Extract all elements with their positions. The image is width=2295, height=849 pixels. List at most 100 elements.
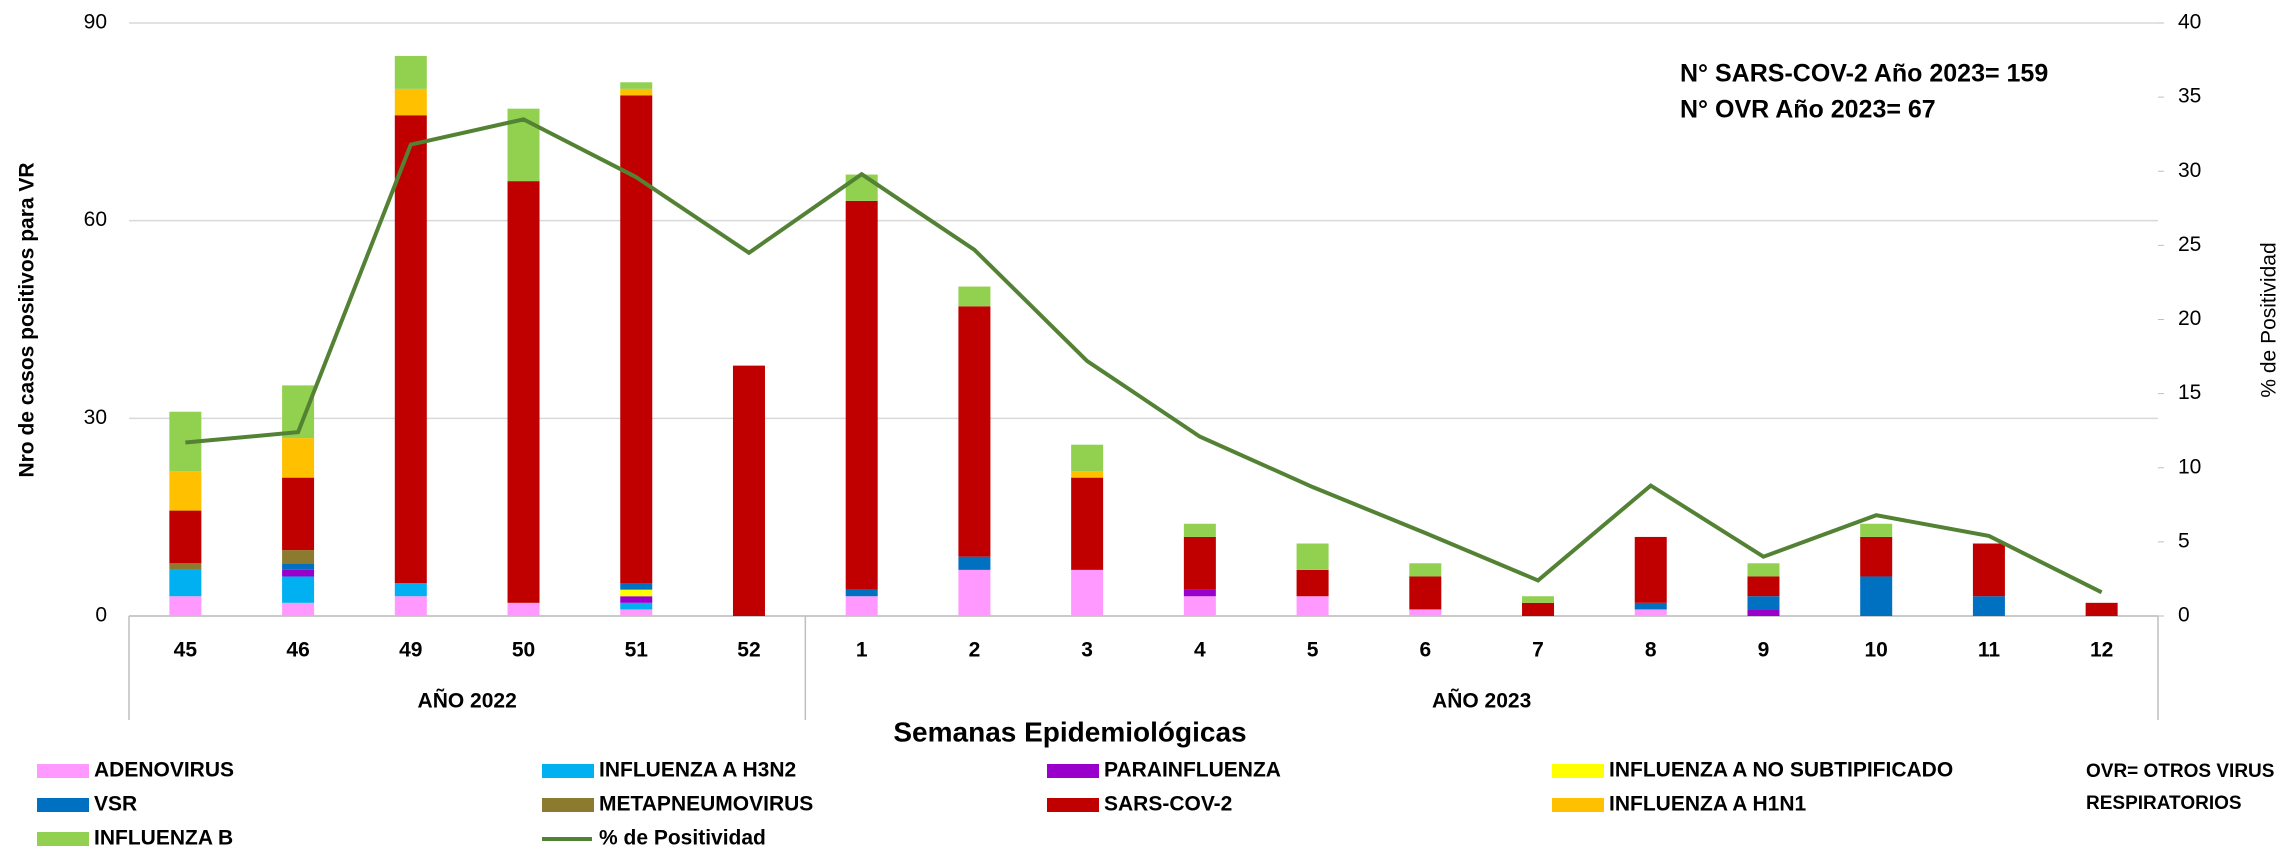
bar-segment <box>1522 602 1555 616</box>
legend-label: METAPNEUMOVIRUS <box>599 793 813 816</box>
x-tick-label: 2 <box>969 639 981 662</box>
bar-segment <box>1183 589 1216 597</box>
bar-segment <box>1409 609 1442 616</box>
legend-label: INFLUENZA A H3N2 <box>599 759 796 782</box>
y2-tick-label: 15 <box>2178 381 2201 404</box>
bar-segment <box>620 95 653 584</box>
legend-label: INFLUENZA A NO SUBTIPIFICADO <box>1609 759 1953 782</box>
x-tick-label: 9 <box>1758 639 1770 662</box>
bar-segment <box>620 583 653 590</box>
bar-segment <box>1296 543 1329 570</box>
bar-segment <box>1409 563 1442 577</box>
legend-swatch <box>37 798 89 812</box>
annotation: N° SARS-COV-2 Año 2023= 159 <box>1680 60 2048 88</box>
group-label: AÑO 2022 <box>418 690 517 713</box>
bar-segment <box>282 569 315 577</box>
bar-segment <box>620 609 653 616</box>
bar-segment <box>394 115 427 584</box>
bar-segment <box>282 477 315 551</box>
bar-segment <box>1634 609 1667 616</box>
legend-label: ADENOVIRUS <box>94 759 234 782</box>
bar-segment <box>282 563 315 570</box>
y-axis-title: Nro de casos positivos para VR <box>16 162 39 477</box>
x-tick-label: 1 <box>856 639 868 662</box>
bar-segment <box>1071 444 1104 472</box>
bar-segment <box>169 596 202 616</box>
legend-swatch <box>37 832 89 846</box>
x-tick-label: 4 <box>1194 639 1206 662</box>
bar-segment <box>1409 576 1442 610</box>
bar-segment <box>620 82 653 89</box>
legend-label: INFLUENZA B <box>94 827 233 849</box>
note: OVR= OTROS VIRUS RESPIRATORIOS <box>2086 761 2275 814</box>
bar-segment <box>282 602 315 616</box>
x-tick-label: 45 <box>174 639 198 662</box>
bar-segment <box>394 596 427 616</box>
bar-segment <box>169 569 202 597</box>
x-tick-label: 10 <box>1865 639 1888 662</box>
bar-segment <box>620 589 653 597</box>
bar-segment <box>958 556 991 570</box>
annotation: N° OVR Año 2023= 67 <box>1680 96 1936 124</box>
legend-swatch <box>542 764 594 778</box>
bar-segment <box>1972 543 2005 597</box>
legend-swatch <box>1552 764 1604 778</box>
y2-tick-label: 5 <box>2178 529 2190 552</box>
y2-tick-label: 35 <box>2178 85 2201 108</box>
bar-segment <box>958 306 991 557</box>
x-tick-label: 5 <box>1307 639 1319 662</box>
y2-tick-label: 40 <box>2178 11 2201 34</box>
x-tick-label: 51 <box>625 639 649 662</box>
bar-segment <box>1522 596 1555 603</box>
bar-segment <box>2085 602 2118 616</box>
bar-segment <box>1634 602 1667 610</box>
x-tick-label: 46 <box>286 639 309 662</box>
y2-tick-label: 0 <box>2178 604 2190 627</box>
legend-label: % de Positividad <box>599 827 766 849</box>
y2-tick-label: 10 <box>2178 455 2201 478</box>
legend-swatch <box>37 764 89 778</box>
bar-segment <box>620 88 653 96</box>
line-series <box>185 117 2103 595</box>
group-label: AÑO 2023 <box>1432 690 1531 713</box>
legend-label: VSR <box>94 793 137 816</box>
bar-segment <box>1747 563 1780 577</box>
bar-segment <box>732 365 765 616</box>
y-tick-label: 30 <box>84 406 107 429</box>
bar-segment <box>507 602 540 616</box>
x-tick-label: 8 <box>1645 639 1657 662</box>
bar-segment <box>394 55 427 89</box>
y2-tick-label: 25 <box>2178 233 2201 256</box>
bar-segment <box>1972 596 2005 616</box>
bar-segment <box>1747 596 1780 610</box>
legend-swatch <box>542 798 594 812</box>
bar-segment <box>1860 536 1893 577</box>
bar-segment <box>1747 609 1780 616</box>
bar-segment <box>169 563 202 570</box>
y-tick-label: 90 <box>84 11 107 34</box>
bar-segment <box>1296 569 1329 597</box>
y-tick-label: 0 <box>95 604 107 627</box>
legend-label: SARS-COV-2 <box>1104 793 1232 816</box>
bar-segment <box>282 576 315 603</box>
legend-swatch <box>1047 798 1099 812</box>
bar-segment <box>620 602 653 610</box>
x-tick-label: 12 <box>2090 639 2113 662</box>
bar-segment <box>1071 471 1104 478</box>
bar-segment <box>958 286 991 307</box>
x-axis-title: Semanas Epidemiológicas <box>893 716 1246 747</box>
bar-segment <box>1071 477 1104 570</box>
bar-segment <box>282 550 315 564</box>
x-tick-label: 3 <box>1081 639 1093 662</box>
bar-segment <box>1860 576 1893 616</box>
bar-segment <box>1860 523 1893 537</box>
y2-tick-label: 20 <box>2178 307 2201 330</box>
bar-segment <box>1183 536 1216 590</box>
bar-segment <box>282 438 315 478</box>
bar-segment <box>1634 536 1667 603</box>
bar-segment <box>507 181 540 603</box>
bar-segment <box>958 569 991 616</box>
bar-segment <box>394 583 427 597</box>
legend-label: INFLUENZA A H1N1 <box>1609 793 1806 816</box>
x-tick-label: 6 <box>1419 639 1431 662</box>
